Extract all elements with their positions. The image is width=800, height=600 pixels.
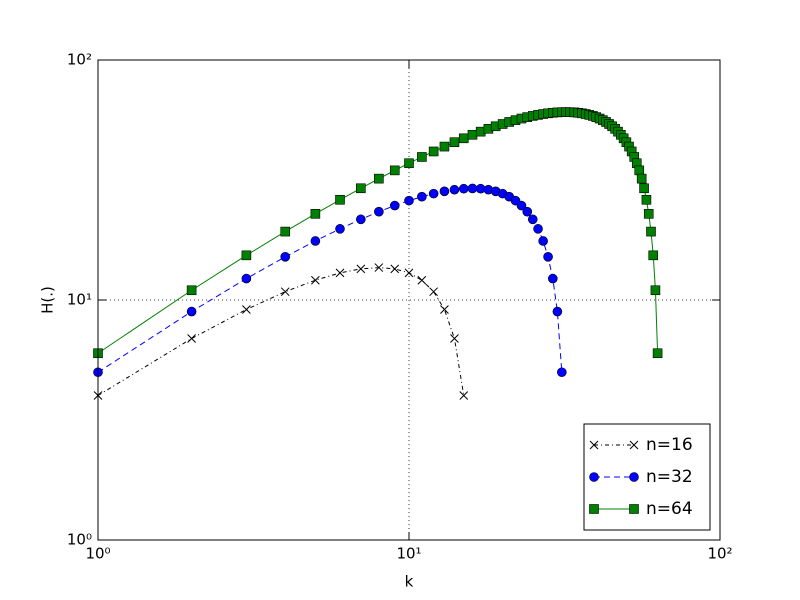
y-tick-label: 10¹ [67,291,92,309]
marker [280,252,291,262]
marker [439,141,450,152]
marker [241,273,252,284]
legend-marker [589,440,599,450]
marker [241,250,252,261]
marker [643,209,654,219]
marker [533,224,543,234]
marker [374,206,384,217]
marker [242,305,251,314]
marker [639,183,649,194]
marker [356,214,366,225]
marker [404,268,414,278]
marker [652,348,663,359]
marker [646,226,656,237]
x-tick-label: 10² [707,545,732,563]
marker [335,268,345,278]
marker [458,133,469,144]
marker [648,250,659,261]
marker [429,287,438,297]
marker [374,263,384,272]
marker [374,173,384,184]
legend-marker [589,504,599,514]
legend-label: n=32 [646,467,693,487]
marker [404,158,414,169]
marker [417,152,427,162]
marker [187,334,196,343]
marker [467,183,478,194]
marker [548,273,558,284]
y-tick-label: 10² [67,51,92,69]
marker [428,146,439,157]
x-axis-label: k [405,573,414,591]
legend-marker [629,440,639,450]
marker [459,391,469,400]
marker [280,226,291,237]
marker [450,334,459,343]
marker [428,188,439,199]
legend-marker [629,504,639,514]
marker [311,275,320,285]
marker [186,285,197,296]
marker [310,209,321,219]
marker [522,206,533,217]
marker [650,285,661,296]
marker [641,194,652,205]
marker [356,264,366,274]
marker [543,252,553,262]
marker [440,305,449,314]
marker [527,214,538,225]
y-axis-label: H(.) [39,286,57,314]
plot-frame [97,59,721,541]
marker [389,165,400,176]
marker [449,137,460,148]
marker [417,191,427,202]
marker [389,200,400,211]
y-tick-label: 10⁰ [67,531,92,549]
marker [458,183,469,194]
legend-label: n=16 [646,435,693,455]
marker [467,129,478,140]
marker [557,367,567,378]
legend: n=16 n=32 n=64 [583,423,711,531]
legend-label: n=64 [646,499,693,519]
marker [449,184,460,195]
marker [634,165,645,176]
marker [417,275,427,285]
marker [552,306,563,317]
marker [280,287,290,297]
marker [390,264,400,274]
marker [404,195,414,206]
marker [335,194,345,205]
legend-marker [589,472,599,482]
marker [310,236,321,246]
marker [439,186,450,197]
marker [335,224,345,234]
x-tick-label: 10¹ [396,545,421,563]
legend-marker [629,472,639,482]
x-tick-label: 10⁰ [85,545,110,563]
marker [636,173,647,184]
marker [356,183,366,194]
marker [186,306,197,317]
marker [538,236,548,246]
marker [516,200,527,211]
